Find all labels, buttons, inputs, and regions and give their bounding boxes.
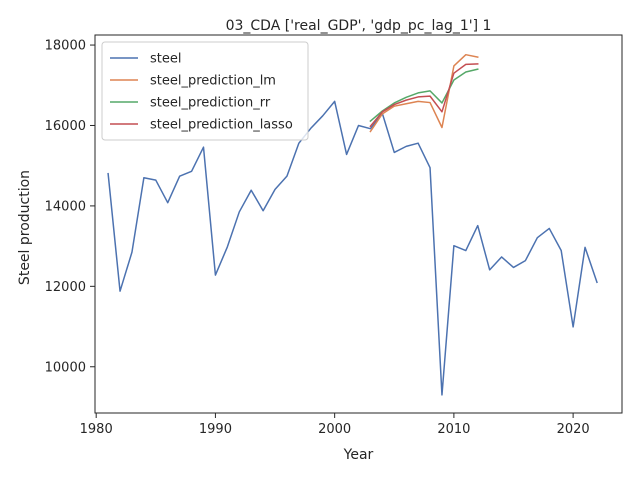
- legend-box: [101, 41, 309, 141]
- y-tick-label: 14000: [45, 199, 86, 214]
- series-line-steel: [107, 100, 598, 396]
- x-axis: 1980 1990 2000 2010 2020: [80, 413, 590, 437]
- x-tick-label: 1980: [80, 422, 113, 437]
- legend-label: steel: [150, 52, 181, 67]
- x-tick-label: 2000: [318, 422, 351, 437]
- legend-label: steel_prediction_lasso: [150, 118, 293, 133]
- y-tick-label: 10000: [45, 360, 86, 375]
- y-tick-label: 16000: [45, 119, 86, 134]
- y-axis-label: Steel production: [17, 170, 33, 285]
- plot-area: [94, 34, 623, 414]
- y-axis: 10000 12000 14000 16000 18000: [45, 39, 95, 375]
- x-tick-label: 2010: [437, 422, 470, 437]
- plot-frame: [94, 34, 623, 414]
- x-tick-label: 2020: [557, 422, 590, 437]
- series-line-steel-prediction-rr: [369, 68, 479, 123]
- y-tick-label: 12000: [45, 280, 86, 295]
- legend-label: steel_prediction_lm: [150, 74, 276, 89]
- y-tick-label: 18000: [45, 39, 86, 54]
- series-line-steel-prediction-lm: [369, 53, 479, 133]
- series-line-steel-prediction-lasso: [369, 63, 479, 128]
- x-tick-label: 1990: [199, 422, 232, 437]
- x-axis-label: Year: [343, 447, 374, 463]
- legend-label: steel_prediction_rr: [150, 96, 271, 111]
- legend: steel steel_prediction_lm steel_prediction…: [101, 41, 309, 141]
- chart-title: 03_CDA ['real_GDP', 'gdp_pc_lag_1'] 1: [226, 18, 492, 34]
